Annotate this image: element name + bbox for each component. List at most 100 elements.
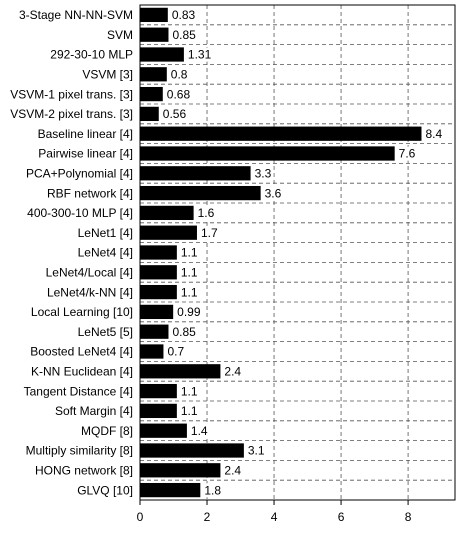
bar <box>140 146 395 161</box>
y-tick-label: PCA+Polynomial [4] <box>26 166 133 180</box>
value-label-background <box>178 245 200 260</box>
bar <box>140 344 164 359</box>
value-label: 1.7 <box>201 226 218 240</box>
bar <box>140 126 422 141</box>
value-label: 0.85 <box>172 325 196 339</box>
value-label: 1.1 <box>181 384 198 398</box>
bar <box>140 27 169 42</box>
bar <box>140 284 177 300</box>
bar <box>140 67 167 82</box>
y-tick-label: MQDF [8] <box>81 424 133 438</box>
y-tick-label: Multiply similarity [8] <box>26 444 133 458</box>
bar <box>140 185 261 201</box>
value-label-background <box>178 384 200 399</box>
value-label: 1.1 <box>181 246 198 260</box>
bar <box>140 245 177 260</box>
value-label-background <box>178 265 200 280</box>
value-label: 1.1 <box>181 285 198 299</box>
y-tick-label: GLVQ [10] <box>77 483 133 497</box>
value-label-background <box>396 146 418 161</box>
value-label-background <box>222 463 244 478</box>
value-label: 0.7 <box>167 345 184 359</box>
plot-frame <box>139 4 456 501</box>
value-label-background <box>178 404 200 419</box>
bar <box>140 166 251 181</box>
value-label-background <box>198 225 220 240</box>
y-tick-label: Soft Margin [4] <box>55 404 133 418</box>
y-tick-label: RBF network [4] <box>47 186 133 200</box>
value-label-background <box>178 285 200 300</box>
value-label: 1.1 <box>181 404 198 418</box>
value-label-background <box>202 483 224 498</box>
value-label-background <box>175 305 203 320</box>
bar <box>140 106 159 122</box>
value-label-background <box>423 126 445 141</box>
value-label-background <box>170 27 199 42</box>
x-tick-label: 2 <box>204 510 211 524</box>
y-tick-label: VSVM-1 pixel trans. [3] <box>10 87 133 101</box>
y-tick-label: HONG network [8] <box>35 463 133 477</box>
value-label-background <box>168 67 190 82</box>
y-tick-label: SVM <box>107 28 133 42</box>
y-tick-label: LeNet5 [5] <box>78 325 133 339</box>
value-label-background <box>195 206 217 221</box>
value-label-background <box>165 344 187 359</box>
value-label: 1.4 <box>191 424 208 438</box>
y-tick-label: LeNet4/Local [4] <box>46 265 133 279</box>
value-label: 3.3 <box>255 166 272 180</box>
value-label: 3.1 <box>248 444 265 458</box>
value-label: 0.8 <box>171 67 188 81</box>
value-label: 0.56 <box>163 107 187 121</box>
y-tick-label: LeNet4/k-NN [4] <box>47 285 133 299</box>
value-label-background <box>170 324 199 339</box>
bar <box>140 423 187 438</box>
value-label-background <box>222 364 244 379</box>
bar <box>140 86 163 102</box>
y-tick-label: Pairwise linear [4] <box>38 147 133 161</box>
value-label: 0.99 <box>177 305 201 319</box>
y-tick-label: VSVM [3] <box>82 67 133 81</box>
value-label-background <box>169 8 198 23</box>
y-tick-label: VSVM-2 pixel trans. [3] <box>10 107 133 121</box>
bar <box>140 463 221 478</box>
value-label: 1.6 <box>198 206 215 220</box>
y-tick-label: Boosted LeNet4 [4] <box>30 345 133 359</box>
bar <box>140 265 177 280</box>
y-tick-label: Local Learning [10] <box>31 305 133 319</box>
bar <box>140 225 197 240</box>
value-label: 1.1 <box>181 265 198 279</box>
y-tick-label: Tangent Distance [4] <box>24 384 133 398</box>
bar <box>140 482 201 498</box>
bar <box>140 383 177 399</box>
y-tick-label: K-NN Euclidean [4] <box>31 364 133 378</box>
bar <box>140 7 168 23</box>
y-tick-label: LeNet4 [4] <box>78 246 133 260</box>
y-tick-label: 400-300-10 MLP [4] <box>27 206 133 220</box>
value-label: 2.4 <box>224 364 241 378</box>
value-label-background <box>160 107 189 122</box>
value-label: 8.4 <box>425 127 442 141</box>
y-tick-label: 3-Stage NN-NN-SVM <box>19 8 133 22</box>
value-label-background <box>252 166 274 181</box>
value-label: 1.8 <box>204 483 221 497</box>
bar <box>140 403 177 419</box>
value-label: 1.31 <box>188 48 212 62</box>
value-label: 2.4 <box>224 463 241 477</box>
value-label-background <box>262 186 284 201</box>
value-label: 3.6 <box>265 186 282 200</box>
x-tick-label: 8 <box>405 510 412 524</box>
value-label-background <box>185 47 214 62</box>
value-label: 0.68 <box>167 87 191 101</box>
bar <box>140 47 184 62</box>
value-label: 7.6 <box>399 147 416 161</box>
x-tick-label: 0 <box>137 510 144 524</box>
bar <box>140 304 174 320</box>
x-tick-label: 4 <box>271 510 278 524</box>
value-label: 0.83 <box>172 8 196 22</box>
value-label-background <box>245 443 267 458</box>
bar <box>140 443 244 458</box>
bar <box>140 324 169 339</box>
bar <box>140 364 221 379</box>
